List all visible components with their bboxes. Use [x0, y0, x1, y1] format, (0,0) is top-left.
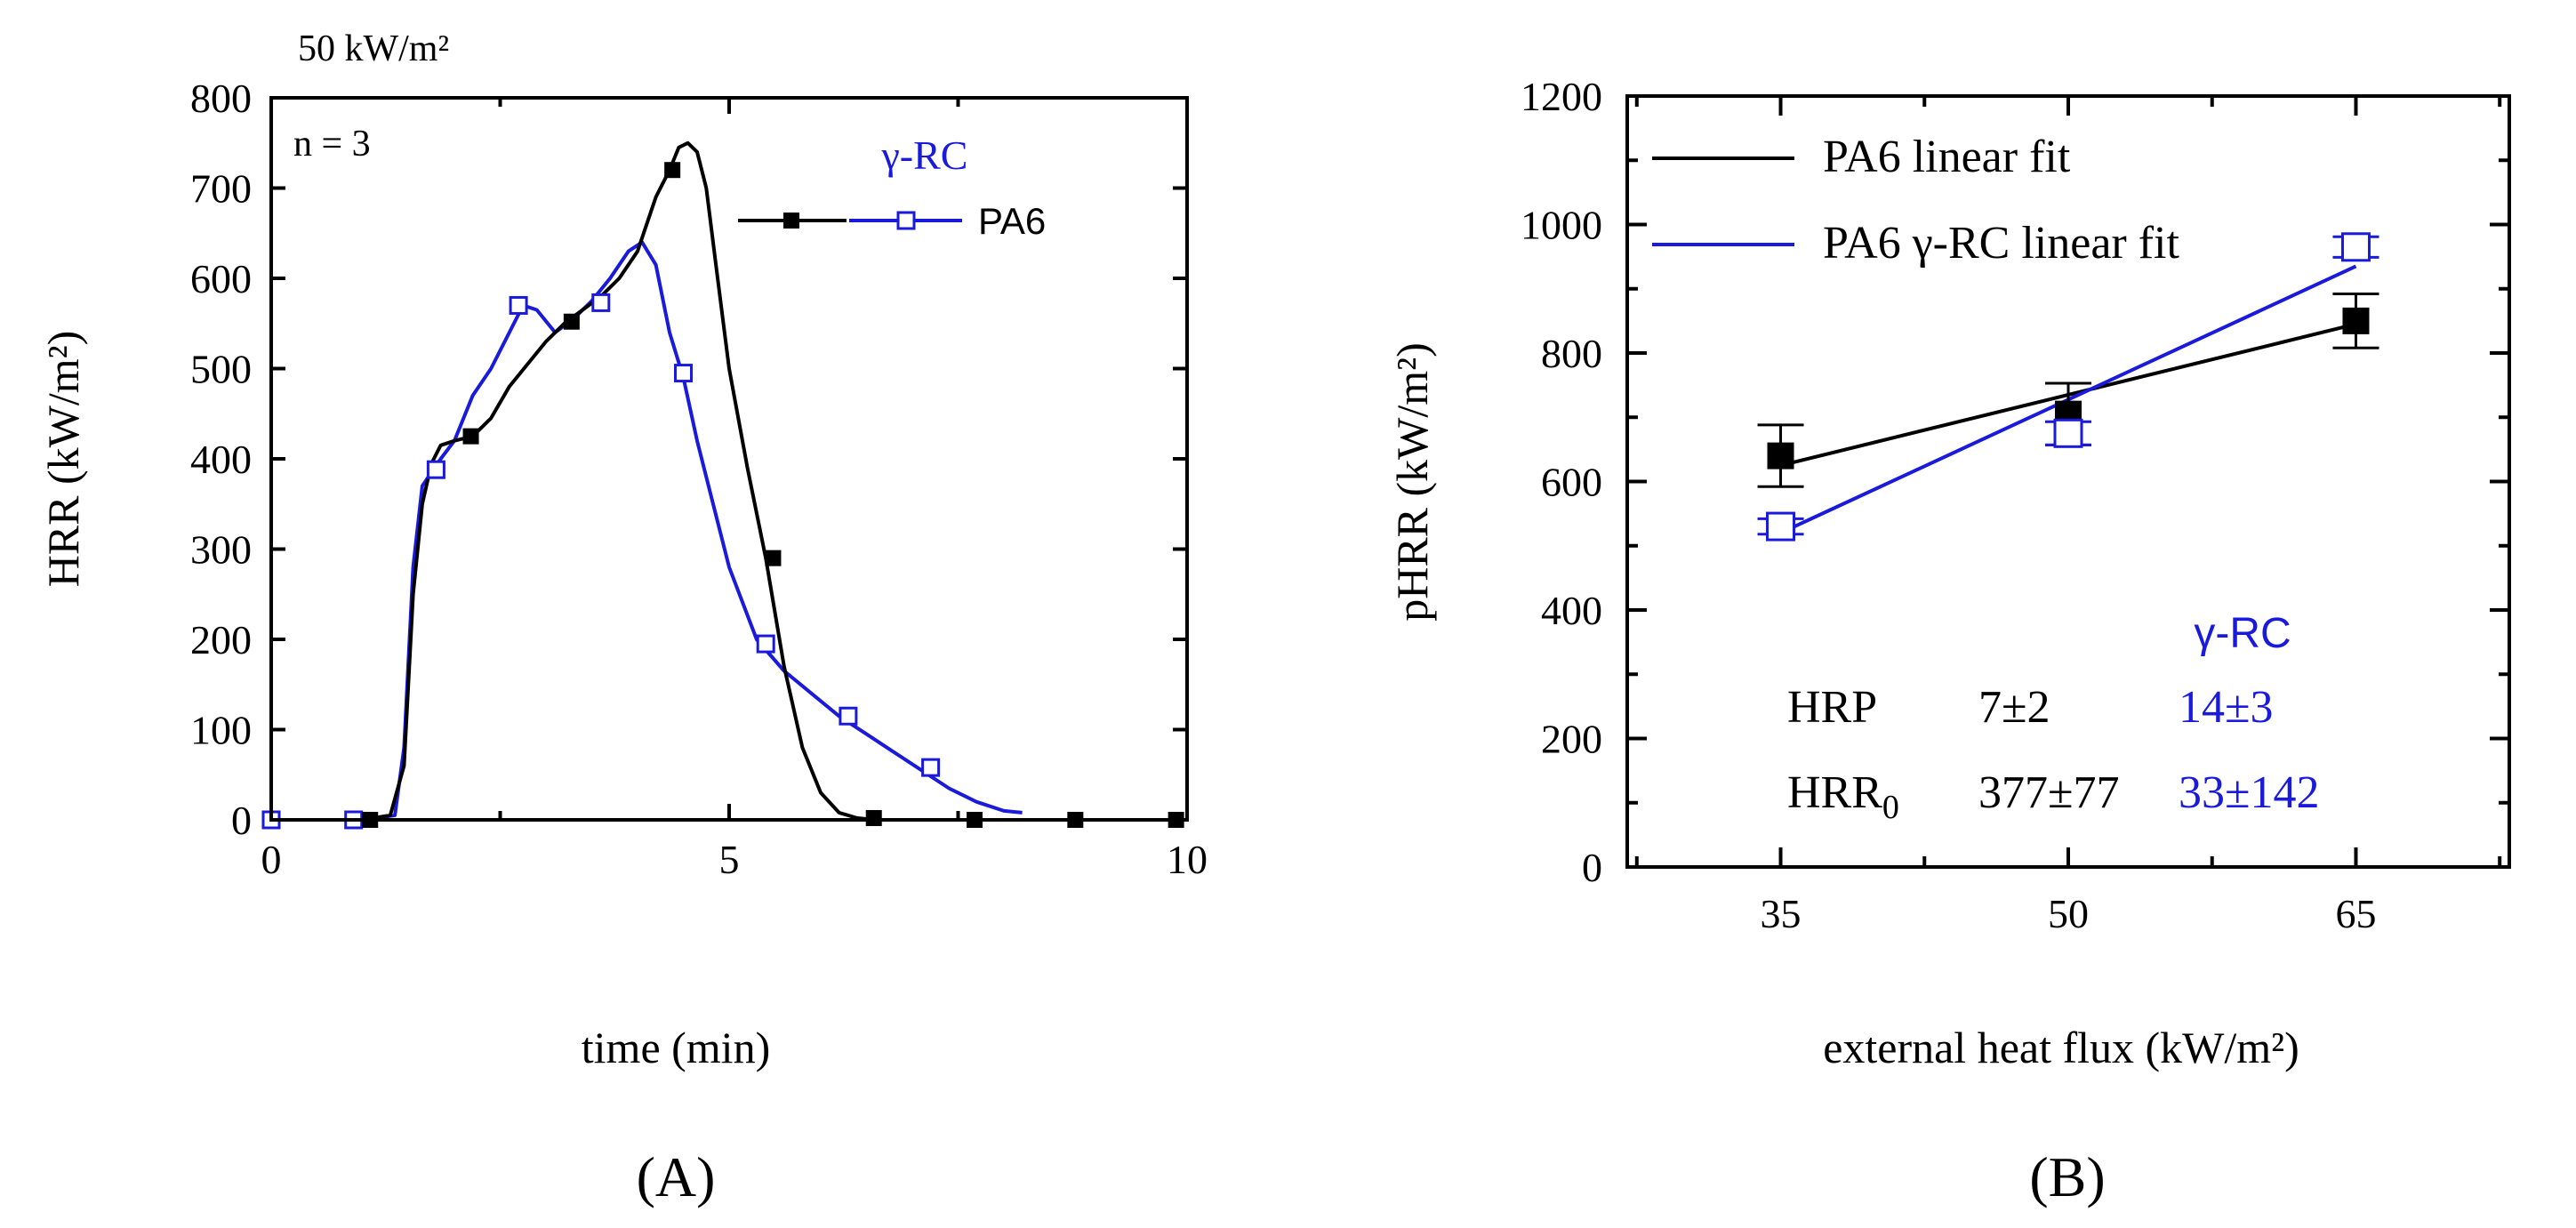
panel-a-label: (A): [637, 1145, 716, 1208]
panel-a-legend-pa6-sample: [738, 213, 847, 229]
x-tick-label: 50: [2048, 891, 2089, 936]
panel-a-plot-frame: [269, 96, 1189, 822]
panel-a-y-axis-label: HRR (kW/m²): [38, 331, 88, 588]
y-tick-label: 0: [231, 798, 252, 843]
panel-a-legend-rc-sample: [849, 211, 962, 230]
data-point-rc: [2053, 418, 2083, 448]
data-point-pa6: [664, 162, 681, 179]
panel-b-table-row-hrp-pa6: 7±2: [1978, 682, 2050, 733]
data-point-pa6: [2342, 307, 2370, 334]
panel-b-label: (B): [2029, 1145, 2105, 1208]
x-tick-label: 0: [261, 837, 282, 882]
data-point-rc: [674, 364, 693, 383]
y-tick-label: 800: [190, 76, 252, 121]
panel-b-plot-frame: [1625, 94, 2511, 869]
data-point-rc: [1766, 511, 1796, 542]
data-point-rc: [591, 293, 611, 312]
y-tick-label: 200: [190, 617, 252, 662]
data-point-pa6: [563, 313, 580, 330]
data-point-rc: [756, 634, 775, 654]
data-point-rc: [509, 295, 528, 315]
hrr-text: HRR: [1787, 767, 1882, 818]
y-tick-label: 800: [1541, 331, 1602, 376]
data-point-rc: [839, 706, 858, 726]
x-tick-label: 5: [719, 837, 740, 882]
panel-b-x-axis-label: external heat flux (kW/m²): [1823, 1023, 2299, 1072]
panel-b: 35 50 65 0 200 400 600 800 1000 1200 PA6 linear f…: [1387, 74, 2511, 1208]
y-tick-label: 500: [190, 347, 252, 392]
x-tick-label: 10: [1167, 837, 1208, 882]
data-point-rc: [426, 460, 445, 479]
panel-b-table-row-hrr0-pa6: 377±77: [1978, 767, 2120, 818]
y-tick-label: 400: [1541, 588, 1602, 633]
hrr-subscript: 0: [1882, 789, 1899, 826]
panel-a-legend-rc-label: γ-RC: [880, 132, 967, 178]
panel-b-y-axis-label: pHRR (kW/m²): [1387, 342, 1437, 622]
y-tick-label: 400: [190, 437, 252, 482]
data-point-pa6: [462, 428, 479, 445]
panel-b-table-row-hrp-rc: 14±3: [2179, 682, 2274, 733]
panel-a-x-axis-label: time (min): [582, 1023, 770, 1072]
data-point-pa6: [865, 809, 882, 826]
y-tick-label: 0: [1582, 845, 1602, 890]
y-tick-label: 600: [1541, 460, 1602, 505]
series-line-rc: [271, 240, 1023, 822]
data-point-rc: [921, 758, 941, 777]
panel-b-table-rc-header: γ-RC: [2194, 610, 2291, 657]
panel-b-table-row-hrr0-rc: 33±142: [2179, 767, 2320, 818]
x-tick-label: 65: [2335, 891, 2376, 936]
panel-a-condition: 50 kW/m²: [298, 28, 449, 69]
x-tick-label: 35: [1761, 891, 1802, 936]
data-point-pa6: [1767, 442, 1794, 470]
data-point-rc: [2340, 232, 2371, 262]
y-tick-label: 200: [1541, 717, 1602, 762]
panel-b-legend-pa6-label: PA6 linear fit: [1823, 132, 2071, 182]
y-tick-label: 700: [190, 166, 252, 212]
series-line-pa6: [271, 140, 1187, 822]
panel-a-sample-count: n = 3: [293, 124, 371, 165]
panel-b-table-row-hrr0-label: HRR0: [1787, 767, 1899, 826]
panel-b-legend-rc-label: PA6 γ-RC linear fit: [1823, 218, 2179, 269]
y-tick-label: 1000: [1521, 203, 1602, 248]
y-tick-label: 300: [190, 527, 252, 573]
y-tick-label: 600: [190, 256, 252, 301]
y-tick-label: 100: [190, 708, 252, 753]
data-point-pa6: [765, 550, 782, 566]
panel-a-legend-pa6-label: PA6: [978, 200, 1046, 242]
y-tick-label: 1200: [1521, 74, 1602, 119]
panel-b-plot-layer: 35 50 65 0 200 400 600 800 1000 1200: [1521, 74, 2509, 936]
panel-b-table-row-hrp-label: HRP: [1787, 682, 1877, 733]
